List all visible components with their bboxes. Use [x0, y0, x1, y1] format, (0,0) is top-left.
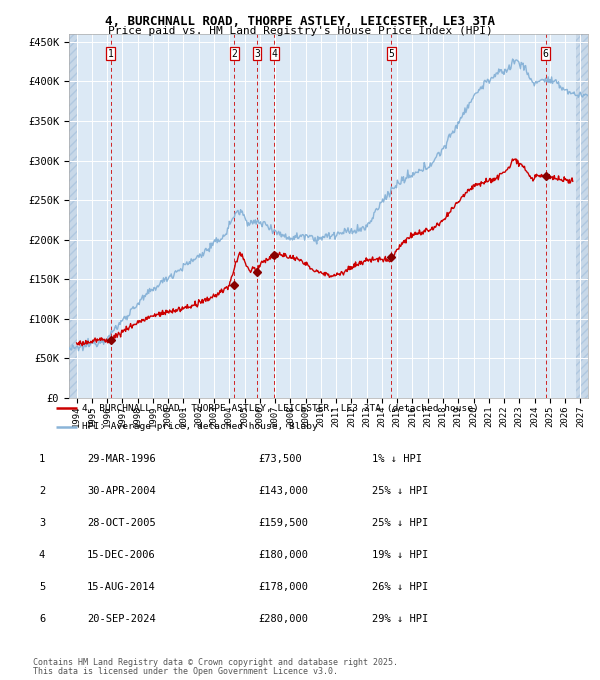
Text: £280,000: £280,000	[258, 614, 308, 624]
Text: Contains HM Land Registry data © Crown copyright and database right 2025.: Contains HM Land Registry data © Crown c…	[33, 658, 398, 667]
Text: 2: 2	[232, 49, 237, 58]
Text: £143,000: £143,000	[258, 486, 308, 496]
Text: 1: 1	[39, 454, 45, 464]
Text: 4, BURCHNALL ROAD, THORPE ASTLEY, LEICESTER, LE3 3TA (detached house): 4, BURCHNALL ROAD, THORPE ASTLEY, LEICES…	[82, 404, 479, 413]
Text: 3: 3	[254, 49, 260, 58]
Bar	[576, 34, 588, 398]
Text: 25% ↓ HPI: 25% ↓ HPI	[372, 486, 428, 496]
Text: 29% ↓ HPI: 29% ↓ HPI	[372, 614, 428, 624]
Text: 5: 5	[39, 582, 45, 592]
Text: HPI: Average price, detached house, Blaby: HPI: Average price, detached house, Blab…	[82, 422, 318, 431]
Text: 5: 5	[388, 49, 394, 58]
Bar	[69, 34, 77, 398]
Text: 29-MAR-1996: 29-MAR-1996	[87, 454, 156, 464]
Text: 15-AUG-2014: 15-AUG-2014	[87, 582, 156, 592]
Text: 30-APR-2004: 30-APR-2004	[87, 486, 156, 496]
Text: 6: 6	[39, 614, 45, 624]
Text: Price paid vs. HM Land Registry's House Price Index (HPI): Price paid vs. HM Land Registry's House …	[107, 26, 493, 36]
Text: 4, BURCHNALL ROAD, THORPE ASTLEY, LEICESTER, LE3 3TA: 4, BURCHNALL ROAD, THORPE ASTLEY, LEICES…	[105, 15, 495, 28]
Text: 3: 3	[39, 518, 45, 528]
Text: 2: 2	[39, 486, 45, 496]
Text: 19% ↓ HPI: 19% ↓ HPI	[372, 550, 428, 560]
Text: 1% ↓ HPI: 1% ↓ HPI	[372, 454, 422, 464]
Text: This data is licensed under the Open Government Licence v3.0.: This data is licensed under the Open Gov…	[33, 667, 338, 677]
Text: 26% ↓ HPI: 26% ↓ HPI	[372, 582, 428, 592]
Text: £73,500: £73,500	[258, 454, 302, 464]
Text: £180,000: £180,000	[258, 550, 308, 560]
Text: 4: 4	[272, 49, 277, 58]
Text: 6: 6	[542, 49, 548, 58]
Text: £159,500: £159,500	[258, 518, 308, 528]
Text: 1: 1	[108, 49, 114, 58]
Text: 28-OCT-2005: 28-OCT-2005	[87, 518, 156, 528]
Text: 4: 4	[39, 550, 45, 560]
Text: 15-DEC-2006: 15-DEC-2006	[87, 550, 156, 560]
Text: 25% ↓ HPI: 25% ↓ HPI	[372, 518, 428, 528]
Text: £178,000: £178,000	[258, 582, 308, 592]
Text: 20-SEP-2024: 20-SEP-2024	[87, 614, 156, 624]
